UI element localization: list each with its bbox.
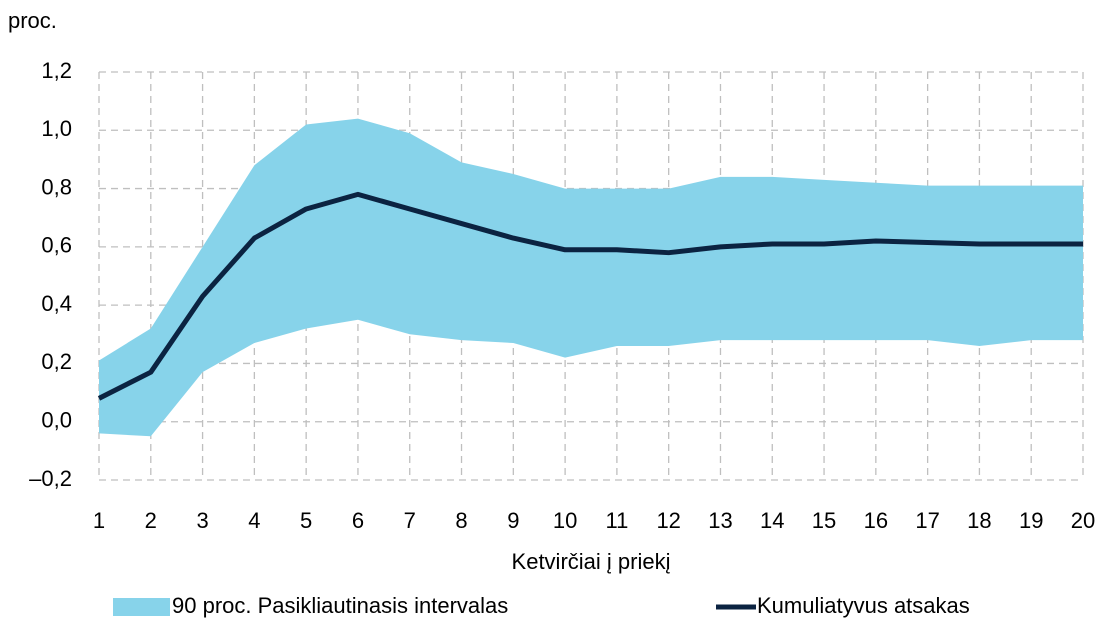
confidence-band	[99, 118, 1083, 437]
y-tick-label: 0,8	[41, 174, 72, 199]
y-tick-label: –0,2	[29, 466, 72, 491]
x-tick-label: 5	[300, 508, 312, 533]
x-tick-label: 15	[812, 508, 836, 533]
x-tick-label: 17	[915, 508, 939, 533]
x-tick-label: 4	[248, 508, 260, 533]
x-tick-label: 19	[1019, 508, 1043, 533]
line	[97, 191, 1083, 401]
y-tick-label: 0,4	[41, 291, 72, 316]
x-tick-label: 10	[553, 508, 577, 533]
x-tick-label: 3	[196, 508, 208, 533]
y-tick-label: 0,6	[41, 233, 72, 258]
x-tick-label: 11	[605, 508, 628, 533]
y-axis-label: proc.	[8, 8, 57, 33]
y-tick-label: 0,0	[41, 408, 72, 433]
x-axis-label: Ketvirčiai į priekį	[512, 549, 671, 574]
x-tick-label: 16	[864, 508, 888, 533]
x-tick-label: 2	[145, 508, 157, 533]
x-tick-label: 20	[1071, 508, 1095, 533]
x-tick-label: 13	[708, 508, 732, 533]
x-tick-label: 18	[967, 508, 991, 533]
x-tick-label: 14	[760, 508, 784, 533]
x-tick-label: 7	[404, 508, 416, 533]
x-tick-label: 12	[656, 508, 680, 533]
x-tick-label: 9	[507, 508, 519, 533]
y-tick-label: 0,2	[41, 349, 72, 374]
y-tick-label: 1,0	[41, 116, 72, 141]
y-tick-label: 1,2	[41, 58, 72, 83]
x-tick-label: 8	[455, 508, 467, 533]
x-tick-label: 6	[352, 508, 364, 533]
legend-label: Kumuliatyvus atsakas	[757, 593, 970, 618]
x-tick-label: 1	[93, 508, 105, 533]
legend-swatch	[113, 598, 170, 616]
legend-label: 90 proc. Pasikliautinasis intervalas	[172, 593, 508, 618]
